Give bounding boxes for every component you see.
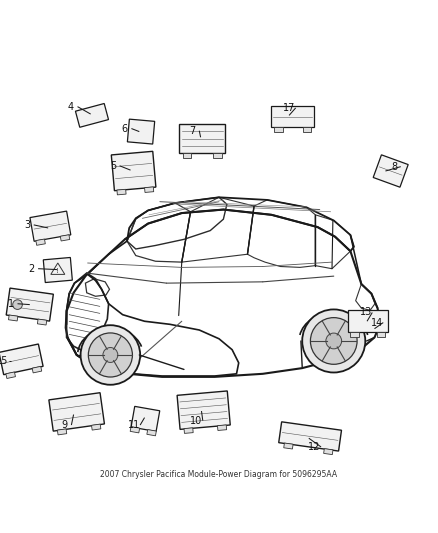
FancyBboxPatch shape [279,422,342,451]
Bar [303,127,311,132]
Bar [145,187,154,192]
Text: 14: 14 [371,318,383,328]
Ellipse shape [13,300,22,310]
FancyBboxPatch shape [177,391,230,430]
Ellipse shape [326,333,342,349]
Bar [274,127,283,132]
Bar [324,449,333,455]
Bar [6,372,15,378]
Ellipse shape [81,325,140,385]
Bar [377,332,385,336]
Bar [183,153,191,158]
Text: 4: 4 [68,102,74,111]
Ellipse shape [302,310,365,373]
FancyBboxPatch shape [127,119,155,144]
Bar [350,332,359,336]
FancyBboxPatch shape [30,211,71,241]
FancyBboxPatch shape [0,344,43,375]
Text: 7: 7 [190,126,196,136]
Text: 2: 2 [28,264,35,273]
FancyBboxPatch shape [75,103,109,127]
Text: 17: 17 [283,103,295,113]
Text: 8: 8 [391,161,397,172]
Bar [147,430,156,436]
Ellipse shape [103,348,118,362]
Text: 11: 11 [127,420,140,430]
Bar [117,189,126,195]
Bar [60,235,70,241]
Bar [218,425,226,431]
FancyBboxPatch shape [49,393,104,431]
Bar [284,443,293,449]
Bar [8,315,18,321]
Text: 12: 12 [308,442,321,452]
Bar [32,366,42,373]
Bar [57,429,67,435]
Text: 2007 Chrysler Pacifica Module-Power Diagram for 5096295AA: 2007 Chrysler Pacifica Module-Power Diag… [100,470,338,479]
FancyBboxPatch shape [131,406,160,432]
Bar [92,424,101,430]
FancyBboxPatch shape [348,310,388,332]
Bar [37,319,47,325]
Bar [36,239,45,245]
FancyBboxPatch shape [43,257,72,282]
FancyBboxPatch shape [271,106,314,127]
Text: 6: 6 [122,124,128,134]
FancyBboxPatch shape [373,155,408,187]
Text: 5: 5 [110,161,116,171]
FancyBboxPatch shape [111,151,156,191]
Ellipse shape [311,318,357,364]
Text: !: ! [57,268,59,274]
Text: 9: 9 [62,420,68,430]
FancyBboxPatch shape [6,288,53,321]
Text: 15: 15 [0,356,8,366]
Text: 10: 10 [190,416,202,426]
Ellipse shape [88,333,132,377]
FancyBboxPatch shape [180,124,226,154]
Bar [184,428,193,433]
Text: 3: 3 [24,220,30,230]
Text: 1: 1 [8,298,14,309]
Text: 13: 13 [360,308,372,318]
Bar [130,426,140,433]
Bar [213,153,222,158]
